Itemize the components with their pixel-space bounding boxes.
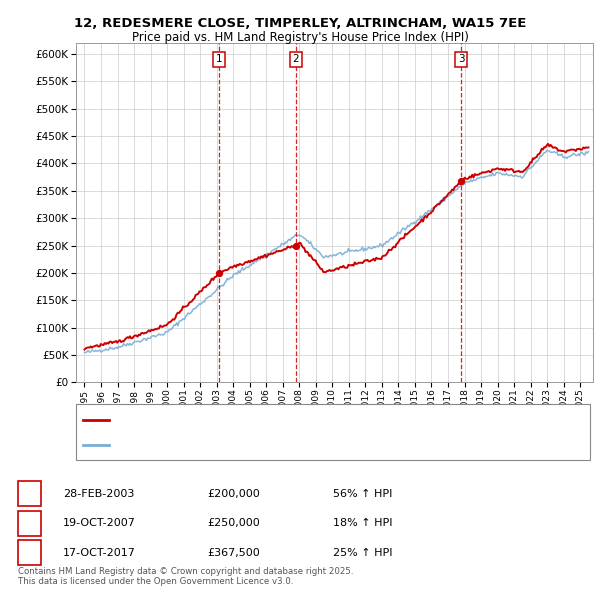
Text: Contains HM Land Registry data © Crown copyright and database right 2025.
This d: Contains HM Land Registry data © Crown c…: [18, 567, 353, 586]
Text: Price paid vs. HM Land Registry's House Price Index (HPI): Price paid vs. HM Land Registry's House …: [131, 31, 469, 44]
Text: 3: 3: [26, 548, 33, 558]
Text: 1: 1: [216, 54, 223, 64]
Text: 19-OCT-2007: 19-OCT-2007: [63, 519, 136, 528]
Text: £200,000: £200,000: [207, 489, 260, 499]
Text: £367,500: £367,500: [207, 548, 260, 558]
Text: 25% ↑ HPI: 25% ↑ HPI: [333, 548, 392, 558]
Point: [291, 241, 301, 250]
Text: 2: 2: [293, 54, 299, 64]
Point: [457, 176, 466, 186]
Text: 2: 2: [26, 519, 33, 528]
Text: 17-OCT-2017: 17-OCT-2017: [63, 548, 136, 558]
Text: 1: 1: [26, 489, 33, 499]
Text: 18% ↑ HPI: 18% ↑ HPI: [333, 519, 392, 528]
Text: £250,000: £250,000: [207, 519, 260, 528]
Text: HPI: Average price, semi-detached house, Trafford: HPI: Average price, semi-detached house,…: [114, 440, 364, 450]
Text: 28-FEB-2003: 28-FEB-2003: [63, 489, 134, 499]
Text: 56% ↑ HPI: 56% ↑ HPI: [333, 489, 392, 499]
Text: 12, REDESMERE CLOSE, TIMPERLEY, ALTRINCHAM, WA15 7EE: 12, REDESMERE CLOSE, TIMPERLEY, ALTRINCH…: [74, 17, 526, 30]
Point: [214, 268, 224, 278]
Text: 12, REDESMERE CLOSE, TIMPERLEY, ALTRINCHAM, WA15 7EE (semi-detached house): 12, REDESMERE CLOSE, TIMPERLEY, ALTRINCH…: [114, 415, 536, 425]
Text: 3: 3: [458, 54, 464, 64]
